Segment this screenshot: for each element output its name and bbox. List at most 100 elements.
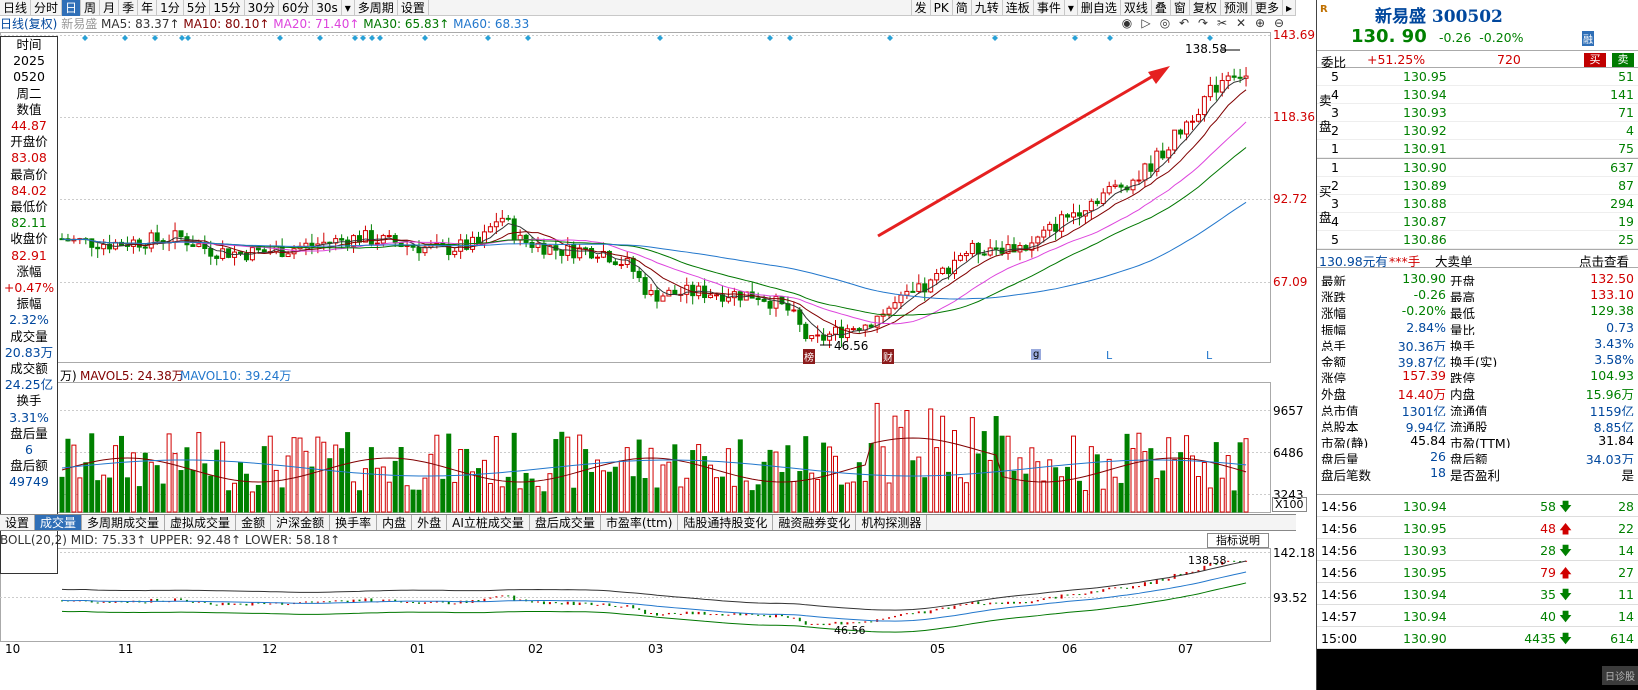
boll-candle: [423, 602, 426, 604]
big-order-view-link[interactable]: 点击查看: [1579, 254, 1630, 269]
volume-bar: [398, 447, 404, 513]
bids-level[interactable]: 3 130.88 294: [1317, 195, 1638, 213]
stat-label: 跌停: [1450, 371, 1476, 387]
toolbar-item[interactable]: 月: [100, 0, 120, 16]
asks-level[interactable]: 5 130.95 51: [1317, 68, 1638, 86]
ma5-line: [61, 77, 1247, 338]
asks-level[interactable]: 3 130.93 71: [1317, 104, 1638, 122]
volume-unit-badge: X100: [1272, 497, 1307, 512]
indicator-tab[interactable]: 市盈率(ttm): [601, 515, 679, 530]
toolbar-item[interactable]: 连板: [1003, 0, 1034, 16]
indicator-tab[interactable]: 融资融券变化: [773, 515, 857, 530]
record-icon[interactable]: ◎: [1159, 16, 1171, 30]
indicator-tab[interactable]: 盘后成交量: [530, 515, 601, 530]
indicator-tab[interactable]: 多周期成交量: [82, 515, 166, 530]
toolbar-item[interactable]: 事件: [1034, 0, 1065, 16]
volume-bar: [1005, 435, 1011, 513]
toolbar-item[interactable]: 年: [138, 0, 158, 16]
toolbar-item[interactable]: 发: [912, 0, 931, 16]
toolbar-item[interactable]: 更多: [1252, 0, 1283, 16]
kline-chart[interactable]: [0, 0, 1296, 690]
candle-body: [196, 243, 202, 247]
toolbar-item[interactable]: 周: [81, 0, 101, 16]
bids-level[interactable]: 5 130.86 25: [1317, 231, 1638, 249]
candle-body: [916, 283, 922, 292]
indicator-tab[interactable]: 沪深金额: [271, 515, 331, 530]
l-marker[interactable]: L: [1206, 349, 1213, 362]
toolbar-item[interactable]: 日线: [0, 0, 32, 16]
toolbar-item[interactable]: 叠: [1152, 0, 1171, 16]
indicator-tab[interactable]: 金额: [236, 515, 272, 530]
indicator-tab[interactable]: 机构探测器: [856, 515, 928, 530]
undo-icon[interactable]: ↶: [1178, 16, 1190, 30]
toolbar-item[interactable]: 15分: [210, 0, 245, 16]
bids-level[interactable]: 4 130.87 19: [1317, 213, 1638, 231]
play-icon[interactable]: ▷: [1141, 16, 1151, 30]
indicator-tab[interactable]: 换手率: [330, 515, 378, 530]
volume-bar: [1094, 454, 1100, 513]
scissors-icon[interactable]: ✂: [1216, 16, 1228, 30]
buy-button[interactable]: 买: [1584, 53, 1606, 67]
bids-level[interactable]: 2 130.89 87: [1317, 177, 1638, 195]
bids-level[interactable]: 1 130.90 637: [1317, 159, 1638, 177]
toolbar-item[interactable]: 简: [953, 0, 972, 16]
q-marker[interactable]: g: [1031, 349, 1042, 360]
boll-candle: [1155, 579, 1158, 584]
toolbar-item[interactable]: 30分: [245, 0, 279, 16]
boll-candle: [685, 611, 688, 614]
stat-value: -0.20%: [1401, 303, 1446, 319]
finance-marker[interactable]: 财: [882, 349, 894, 364]
toolbar-item[interactable]: 5分: [184, 0, 211, 16]
indicator-tab[interactable]: 设置: [0, 515, 36, 530]
toolbar-item[interactable]: 1分: [157, 0, 184, 16]
redo-icon[interactable]: ↷: [1197, 16, 1209, 30]
indicator-tab[interactable]: AI立桩成交量: [447, 515, 530, 530]
indicator-tab[interactable]: 陆股通持股变化: [678, 515, 774, 530]
toolbar-item[interactable]: 删自选: [1078, 0, 1121, 16]
eye-icon[interactable]: ◉: [1121, 16, 1133, 30]
l-marker[interactable]: L: [1106, 349, 1113, 362]
toolbar-item[interactable]: 分时: [31, 0, 63, 16]
toolbar-item[interactable]: 九转: [972, 0, 1003, 16]
toolbar-item[interactable]: 窗: [1171, 0, 1190, 16]
toolbar-item[interactable]: 复权: [1190, 0, 1221, 16]
indicator-tab[interactable]: 内盘: [377, 515, 413, 530]
toolbar-item[interactable]: 多周期: [355, 0, 398, 16]
boll-candle: [614, 606, 617, 608]
volume-bar: [101, 474, 107, 513]
asks-level[interactable]: 4 130.94 141: [1317, 86, 1638, 104]
toolbar-item[interactable]: 双线: [1121, 0, 1152, 16]
toolbar-item[interactable]: 日: [62, 0, 82, 16]
boll-candle: [661, 614, 664, 616]
indicator-tab[interactable]: 外盘: [412, 515, 448, 530]
toolbar-item[interactable]: 60分: [279, 0, 314, 16]
toolbar-item[interactable]: ▸: [1283, 0, 1296, 16]
toolbar-item[interactable]: 30s: [313, 0, 342, 16]
toolbar-item[interactable]: 季: [119, 0, 139, 16]
volume-bar: [89, 433, 95, 513]
close-icon[interactable]: ✕: [1235, 16, 1247, 30]
boll-candle: [1239, 561, 1242, 563]
volume-bar: [928, 408, 934, 513]
big-order-row[interactable]: 130.98元有 ***手 大卖单 点击查看: [1317, 250, 1638, 269]
date-tick: 11: [118, 642, 134, 656]
asks-level[interactable]: 2 130.92 4: [1317, 122, 1638, 140]
zoom-in-icon[interactable]: ⊕: [1254, 16, 1266, 30]
toolbar-item[interactable]: ▾: [1065, 0, 1078, 16]
rank-marker[interactable]: 榜: [803, 349, 815, 364]
sell-button[interactable]: 卖: [1612, 53, 1634, 67]
indicator-help-button[interactable]: 指标说明: [1207, 533, 1269, 548]
toolbar-item[interactable]: 设置: [398, 0, 429, 16]
stat-label: 最新: [1321, 274, 1347, 289]
toolbar-item[interactable]: ▾: [342, 0, 355, 16]
volume-bar: [71, 444, 77, 513]
asks-level[interactable]: 1 130.91 75: [1317, 140, 1638, 158]
indicator-tab[interactable]: 成交量: [35, 515, 83, 530]
zoom-out-icon[interactable]: ⊖: [1273, 16, 1285, 30]
volume-bar: [1190, 455, 1195, 513]
indicator-tab[interactable]: 虚拟成交量: [165, 515, 237, 530]
boll-candle: [1030, 601, 1033, 604]
toolbar-item[interactable]: PK: [931, 0, 953, 16]
volume-bar: [1172, 458, 1178, 513]
toolbar-item[interactable]: 预测: [1221, 0, 1252, 16]
